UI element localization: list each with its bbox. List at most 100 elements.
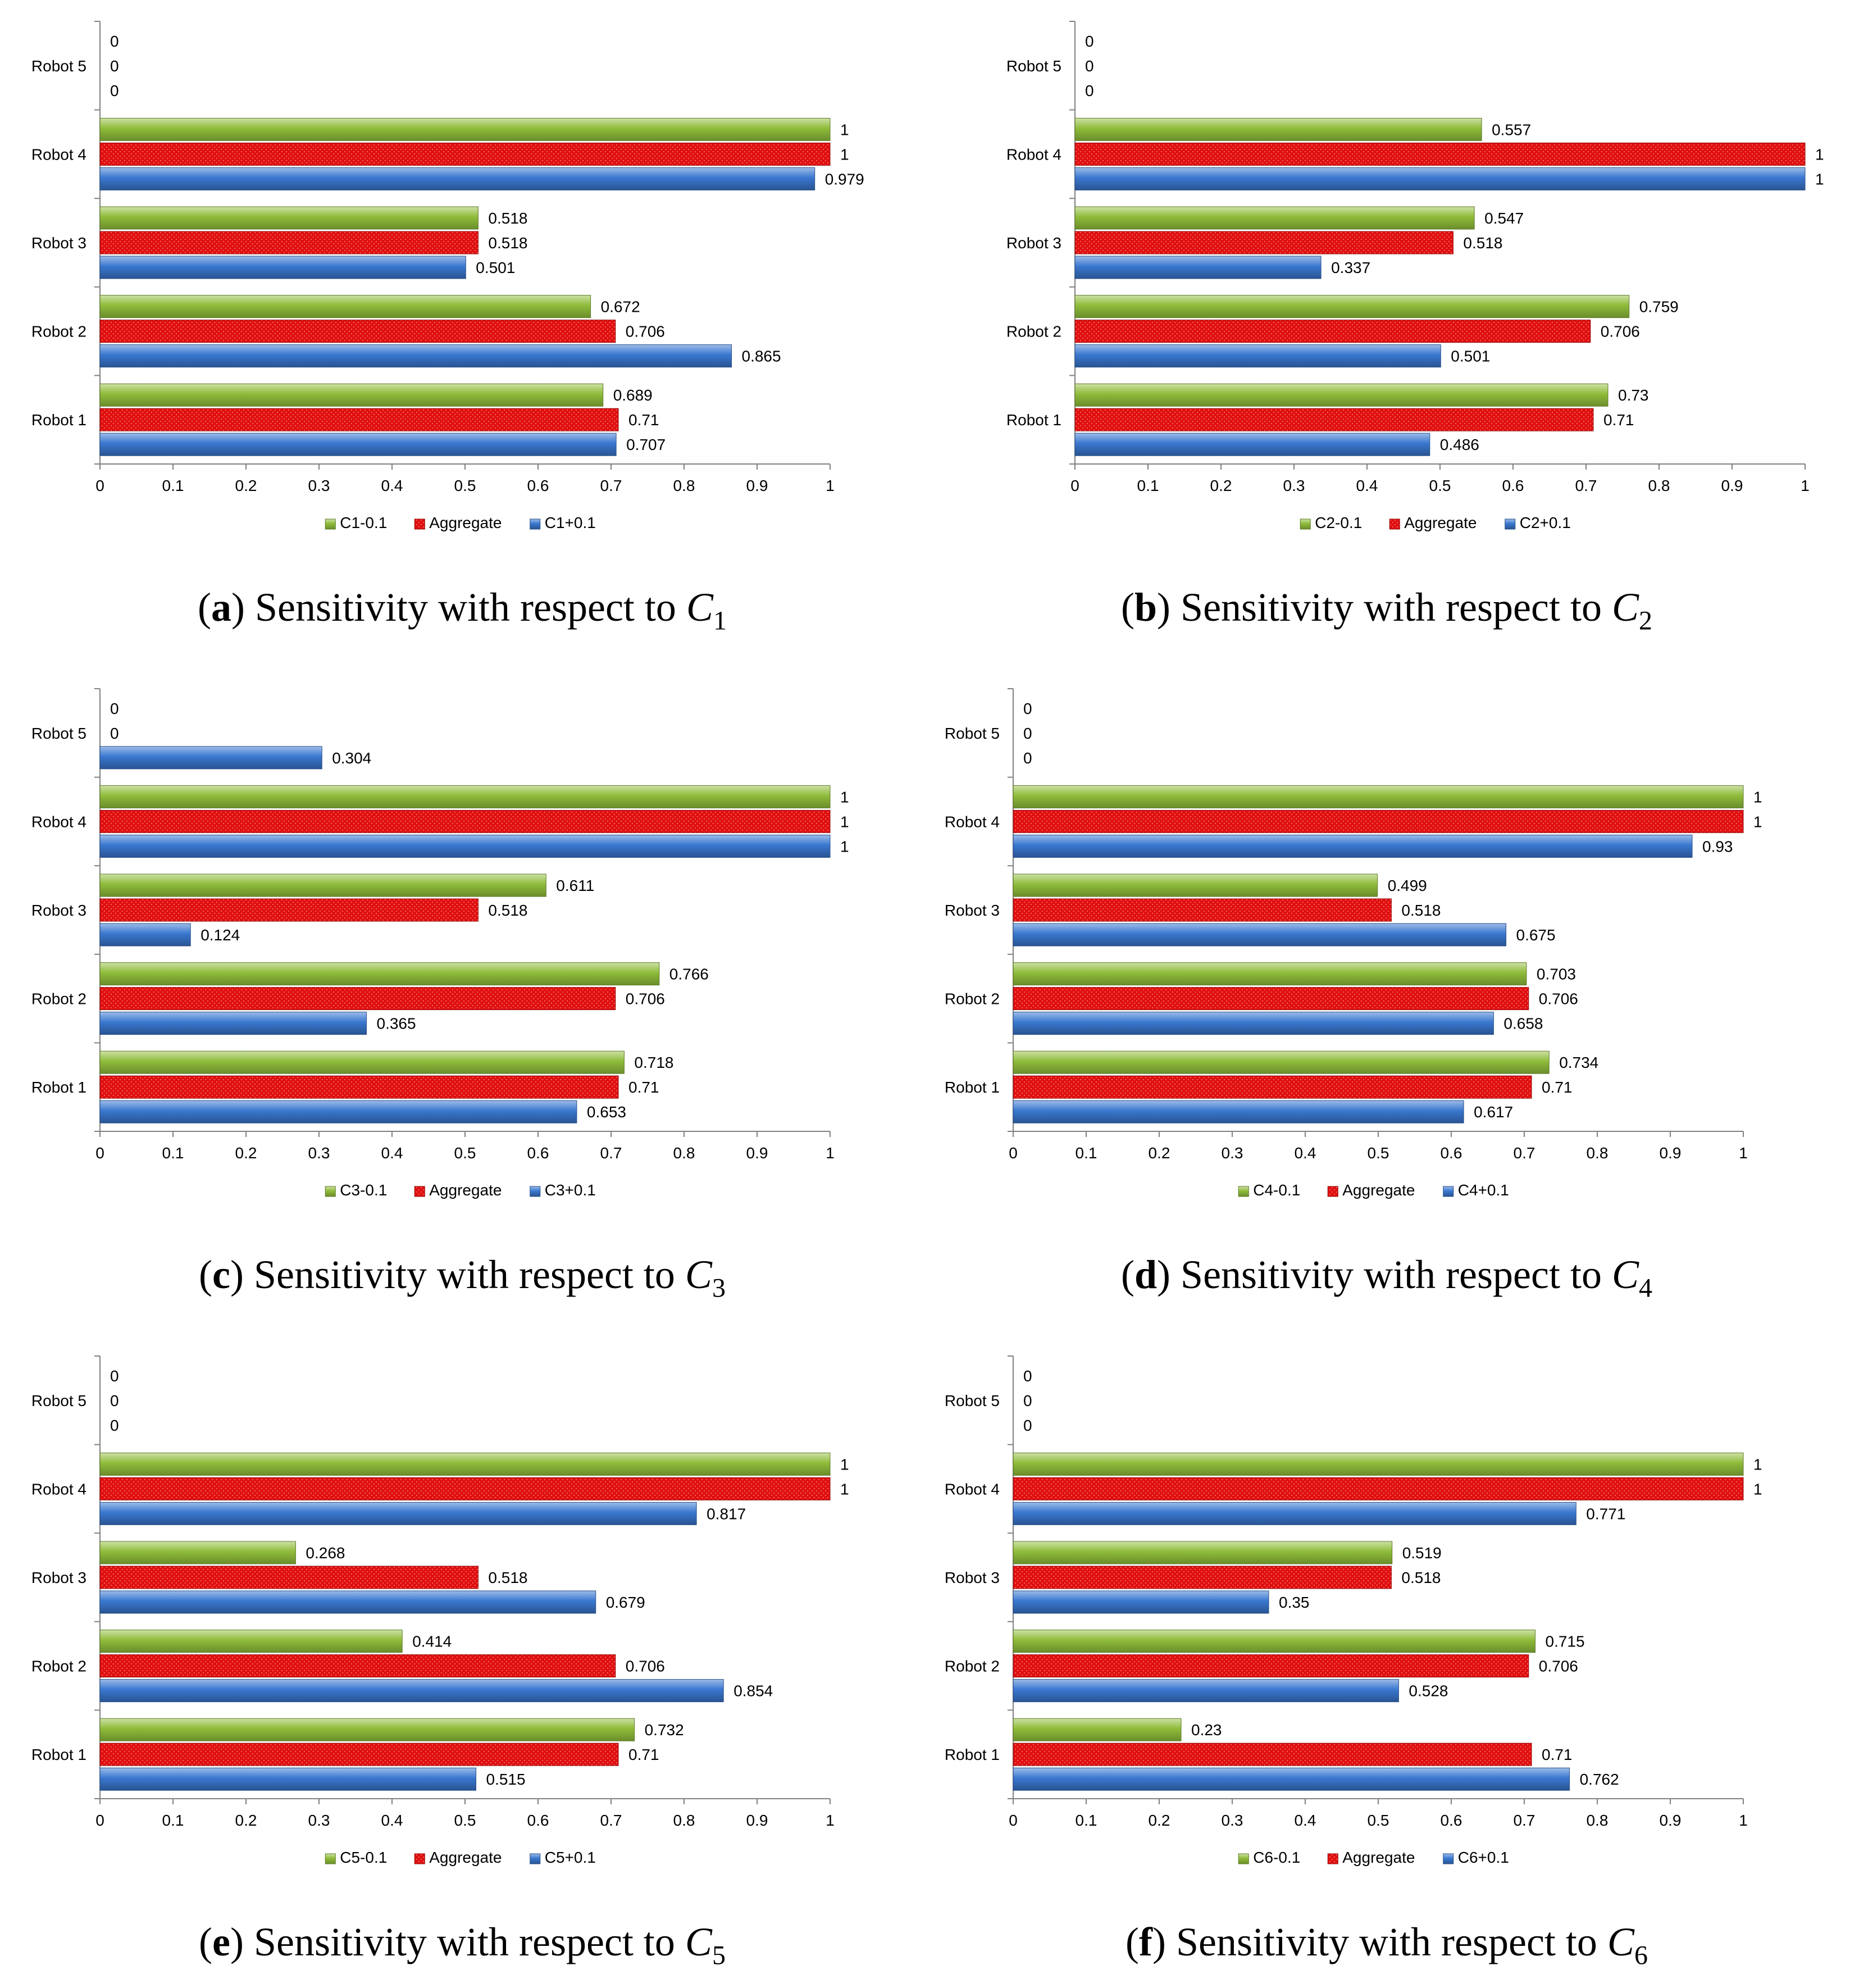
- value-label: 0.337: [1331, 259, 1370, 276]
- value-label: 0.518: [1463, 234, 1502, 252]
- value-label: 0.518: [488, 234, 527, 252]
- value-label: 0: [110, 82, 119, 99]
- bar-C3-0.1: [99, 874, 546, 897]
- legend-swatch: [414, 1186, 425, 1197]
- legend-swatch: [325, 1853, 336, 1864]
- category-label: Robot 2: [945, 990, 1000, 1008]
- value-label: 1: [840, 145, 849, 163]
- value-label: 0.518: [1401, 902, 1441, 919]
- value-label: 0.979: [825, 170, 864, 188]
- x-tick-label: 1: [826, 1144, 835, 1162]
- bar-C4-0.1: [1013, 1050, 1550, 1074]
- value-label: 1: [1753, 1455, 1762, 1473]
- value-label: 0.93: [1702, 838, 1733, 855]
- bar-Aggregate: [1074, 142, 1806, 166]
- bar-Aggregate: [99, 987, 616, 1011]
- value-label: 1: [840, 121, 849, 138]
- value-label: 0: [1023, 700, 1032, 717]
- x-tick-label: 0.8: [673, 477, 695, 494]
- bar-C3-0.1: [99, 1050, 625, 1074]
- bar-C2+0.1: [1074, 167, 1806, 190]
- x-tick-label: 0: [95, 1144, 104, 1162]
- bar-Aggregate: [99, 898, 479, 922]
- value-label: 0: [1085, 82, 1094, 99]
- value-label: 0.528: [1409, 1682, 1448, 1700]
- value-label: 0: [1023, 749, 1032, 767]
- value-label: 0: [110, 57, 119, 75]
- legend-swatch: [1443, 1186, 1454, 1197]
- x-tick-label: 0.7: [1514, 1144, 1535, 1162]
- x-tick-label: 1: [826, 477, 835, 494]
- value-label: 0: [1023, 1392, 1032, 1409]
- bar-Aggregate: [1013, 1075, 1532, 1099]
- x-tick-label: 0.6: [527, 477, 549, 494]
- legend-label: C4-0.1: [1253, 1181, 1300, 1199]
- bar-Aggregate: [1013, 1566, 1392, 1589]
- chart-f: 0 0.1 0.2 0.3 0.4 0.5 0.6 0.7 0.8 0.9 1 Robot 1 0.23…: [945, 1355, 1762, 1866]
- category-label: Robot 4: [31, 145, 86, 163]
- value-label: 0.71: [1542, 1746, 1573, 1763]
- value-label: 0.732: [645, 1721, 684, 1739]
- bar-C3+0.1: [99, 1100, 577, 1123]
- legend-swatch: [414, 1853, 425, 1864]
- value-label: 0.865: [742, 348, 781, 365]
- x-tick-label: 0.9: [1721, 477, 1743, 494]
- value-label: 0.515: [486, 1771, 526, 1788]
- category-label: Robot 3: [945, 902, 1000, 919]
- value-label: 1: [840, 788, 849, 806]
- category-label: Robot 5: [31, 57, 86, 75]
- bar-C5-0.1: [99, 1452, 831, 1476]
- chart-e: 0 0.1 0.2 0.3 0.4 0.5 0.6 0.7 0.8 0.9 1 Robot 1 0.73…: [31, 1355, 849, 1866]
- x-tick-label: 0.7: [1514, 1812, 1535, 1829]
- category-label: Robot 2: [1006, 323, 1061, 340]
- bar-C6+0.1: [1013, 1679, 1399, 1703]
- category-label: Robot 3: [945, 1569, 1000, 1586]
- caption-a: (a) Sensitivity with respect to C1: [198, 585, 727, 636]
- legend-swatch: [1238, 1186, 1249, 1197]
- bar-C3-0.1: [99, 785, 831, 808]
- value-label: 0.519: [1402, 1544, 1442, 1562]
- x-tick-label: 0.4: [381, 477, 403, 494]
- chart-c: 0 0.1 0.2 0.3 0.4 0.5 0.6 0.7 0.8 0.9 1 Robot 1 0.71…: [31, 688, 849, 1199]
- bar-C3+0.1: [99, 834, 831, 858]
- bar-C6-0.1: [1013, 1452, 1744, 1476]
- bar-C1+0.1: [99, 344, 732, 368]
- legend-swatch: [1327, 1853, 1338, 1864]
- value-label: 0.706: [1601, 323, 1640, 340]
- x-tick-label: 0.9: [746, 1812, 768, 1829]
- value-label: 0: [110, 700, 119, 717]
- value-label: 0: [110, 33, 119, 50]
- x-tick-label: 0.5: [454, 477, 476, 494]
- bar-C2+0.1: [1074, 433, 1430, 456]
- x-tick-label: 0.3: [1283, 477, 1305, 494]
- x-tick-label: 0.4: [1356, 477, 1378, 494]
- bar-C1-0.1: [99, 117, 831, 141]
- x-tick-label: 0.8: [1587, 1812, 1609, 1829]
- legend-label: C4+0.1: [1458, 1181, 1509, 1199]
- x-tick-label: 0.2: [1149, 1812, 1170, 1829]
- value-label: 0: [110, 1392, 119, 1409]
- bar-Aggregate: [99, 1654, 616, 1678]
- bar-C4+0.1: [1013, 1012, 1494, 1035]
- value-label: 0.518: [488, 210, 527, 227]
- value-label: 0.653: [587, 1103, 626, 1121]
- category-label: Robot 5: [31, 725, 86, 742]
- value-label: 0.762: [1580, 1771, 1619, 1788]
- x-tick-label: 0.1: [162, 1144, 184, 1162]
- value-label: 0.518: [488, 1569, 527, 1586]
- value-label: 0.771: [1586, 1505, 1625, 1522]
- bar-Aggregate: [1074, 231, 1453, 254]
- bar-C4+0.1: [1013, 1100, 1464, 1123]
- legend-label: C3+0.1: [545, 1181, 596, 1199]
- bar-C6+0.1: [1013, 1590, 1269, 1614]
- legend-swatch: [1389, 518, 1400, 530]
- category-label: Robot 4: [31, 1480, 86, 1498]
- value-label: 1: [1753, 1480, 1762, 1498]
- value-label: 0.71: [628, 1079, 659, 1096]
- value-label: 0.501: [476, 259, 515, 276]
- value-label: 0.35: [1279, 1594, 1310, 1611]
- bar-C6-0.1: [1013, 1718, 1182, 1741]
- value-label: 0.706: [1539, 990, 1578, 1008]
- category-label: Robot 1: [31, 411, 86, 429]
- category-label: Robot 5: [1006, 57, 1061, 75]
